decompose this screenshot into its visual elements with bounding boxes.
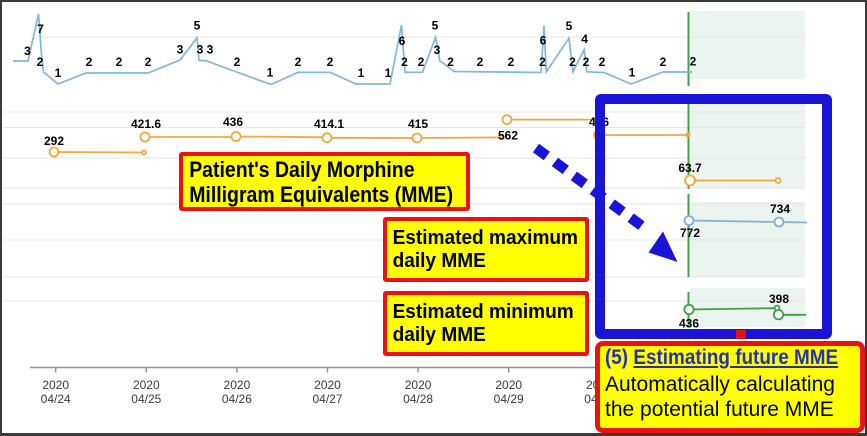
svg-text:3: 3: [197, 43, 204, 57]
svg-text:5: 5: [432, 19, 439, 33]
svg-text:415: 415: [408, 117, 428, 131]
svg-text:3: 3: [177, 43, 184, 57]
svg-text:04/27: 04/27: [312, 392, 342, 406]
svg-text:1: 1: [358, 66, 365, 80]
svg-text:2: 2: [569, 55, 576, 69]
svg-text:04/25: 04/25: [131, 392, 161, 406]
svg-text:1: 1: [55, 66, 62, 80]
svg-text:2: 2: [508, 55, 515, 69]
svg-text:5: 5: [194, 19, 201, 33]
svg-text:2: 2: [539, 55, 546, 69]
svg-text:292: 292: [44, 134, 64, 148]
svg-text:2020: 2020: [224, 378, 251, 392]
svg-text:734: 734: [770, 202, 790, 216]
svg-text:04/24: 04/24: [41, 392, 71, 406]
svg-text:04/29: 04/29: [494, 392, 524, 406]
svg-text:2: 2: [401, 55, 408, 69]
svg-text:1: 1: [385, 66, 392, 80]
svg-text:1: 1: [267, 66, 274, 80]
svg-text:772: 772: [680, 226, 700, 240]
svg-text:6: 6: [540, 34, 547, 48]
svg-text:562: 562: [498, 129, 518, 143]
svg-text:63.7: 63.7: [678, 161, 702, 175]
svg-text:2: 2: [477, 55, 484, 69]
svg-text:5: 5: [566, 19, 573, 33]
svg-text:6: 6: [399, 34, 406, 48]
svg-text:7: 7: [37, 22, 44, 36]
svg-text:3: 3: [24, 44, 31, 58]
svg-text:436: 436: [679, 317, 699, 331]
svg-text:1: 1: [629, 66, 636, 80]
svg-text:398: 398: [769, 292, 789, 306]
svg-text:4: 4: [581, 32, 588, 46]
svg-text:2020: 2020: [495, 378, 522, 392]
svg-text:04/26: 04/26: [222, 392, 252, 406]
svg-text:2: 2: [234, 55, 241, 69]
svg-text:436: 436: [223, 115, 243, 129]
svg-text:2: 2: [418, 55, 425, 69]
svg-text:2: 2: [37, 55, 44, 69]
svg-text:2020: 2020: [133, 378, 160, 392]
svg-text:2: 2: [295, 55, 302, 69]
svg-text:2: 2: [327, 55, 334, 69]
svg-text:414.1: 414.1: [314, 117, 344, 131]
svg-text:04/28: 04/28: [403, 392, 433, 406]
svg-text:2: 2: [599, 55, 606, 69]
svg-text:2: 2: [145, 55, 152, 69]
svg-text:2: 2: [447, 55, 454, 69]
svg-text:2: 2: [660, 55, 667, 69]
svg-text:3: 3: [434, 43, 441, 57]
svg-text:2: 2: [583, 55, 590, 69]
svg-text:3: 3: [207, 43, 214, 57]
svg-text:421.6: 421.6: [131, 117, 161, 131]
svg-text:2: 2: [116, 55, 123, 69]
svg-text:2020: 2020: [42, 378, 69, 392]
svg-text:2: 2: [690, 55, 697, 69]
svg-text:2020: 2020: [405, 378, 432, 392]
svg-text:2: 2: [86, 55, 93, 69]
svg-text:2020: 2020: [314, 378, 341, 392]
